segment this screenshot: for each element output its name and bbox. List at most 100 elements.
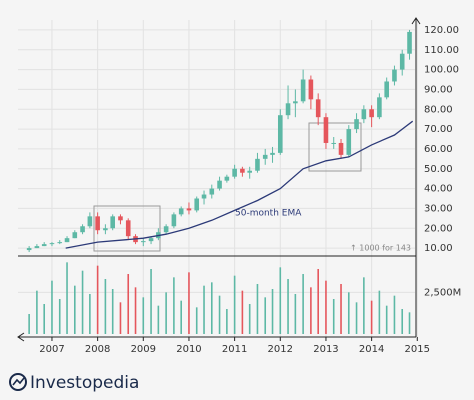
candle-body (392, 69, 397, 82)
y-tick-label: 10.00 (424, 243, 453, 254)
logo-icon (12, 377, 25, 386)
candle-body (293, 101, 298, 104)
volume-bar (36, 290, 38, 334)
candle-body (125, 220, 131, 237)
volume-bar (363, 277, 365, 334)
volume-bar (111, 289, 114, 334)
volume-bar (401, 309, 404, 334)
x-tick-label: 2015 (405, 344, 430, 355)
x-tick-label: 2009 (131, 344, 156, 355)
brand: Investopedia (30, 373, 139, 393)
candle-body (323, 117, 329, 143)
volume-bar (271, 289, 274, 334)
volume-bar (347, 292, 350, 334)
x-tick-label: 2010 (176, 344, 201, 355)
candle-body (384, 81, 389, 98)
highlight-box (93, 205, 161, 252)
candle-body (407, 31, 412, 54)
y-tick-label: 20.00 (424, 223, 453, 234)
volume-bar (226, 309, 228, 334)
volume-bar (66, 262, 68, 334)
volume-bar (28, 314, 30, 334)
candle-body (80, 226, 85, 233)
volume-bar (294, 294, 297, 334)
candle-body (95, 216, 100, 231)
y-tick-label: 50.00 (424, 164, 453, 175)
volume-bar (355, 302, 358, 334)
volume-bar (248, 304, 251, 334)
volume-bar (210, 282, 213, 334)
candle-body (186, 208, 192, 211)
candle-body (262, 154, 268, 159)
volume-bar (188, 272, 190, 334)
volume-bar (332, 299, 335, 334)
volume-bar (119, 302, 122, 334)
y-tick-label: 40.00 (424, 184, 453, 195)
candle-body (240, 168, 245, 173)
candle-body (171, 214, 177, 227)
volume-bar (142, 297, 145, 334)
volume-bar (81, 270, 84, 334)
candle-body (26, 248, 32, 251)
y-tick-label: 30.00 (424, 203, 453, 214)
x-tick-label: 2012 (268, 344, 293, 355)
y-tick-label: 120.00 (424, 25, 459, 36)
candle-body (247, 170, 252, 173)
volume-bar (393, 295, 396, 334)
volume-bar (385, 305, 388, 334)
candle-body (308, 79, 314, 100)
candle-body (315, 99, 321, 118)
volume-bar (180, 300, 182, 334)
candle-body (163, 226, 169, 233)
volume-bar (233, 275, 236, 334)
logo: Investopedia (9, 373, 139, 393)
volume-bar (43, 304, 46, 334)
volume-bar (325, 280, 327, 334)
candle-body (41, 244, 47, 247)
highlight-box (308, 122, 362, 172)
candle-body (103, 228, 108, 231)
volume-bar (58, 299, 61, 334)
volume-bar (104, 279, 107, 334)
candle-body (285, 103, 291, 116)
annotation: ↑ 1000 for 143 (350, 244, 411, 253)
candle-body (399, 53, 405, 70)
candle-body (110, 216, 115, 229)
volume-bar (279, 267, 282, 334)
y-tick-label: 90.00 (424, 84, 453, 95)
candle-body (338, 142, 344, 155)
volume-bar (173, 277, 175, 334)
candle-body (194, 198, 200, 211)
y-tick-label: 80.00 (424, 104, 453, 115)
volume-bar (203, 285, 205, 334)
candle-body (377, 97, 382, 118)
candle-body (201, 194, 207, 199)
candle-body (277, 115, 283, 153)
volume-bar (195, 307, 198, 334)
candle-body (369, 109, 374, 118)
y-tick-label: 70.00 (424, 124, 453, 135)
volume-bar (218, 295, 221, 334)
candle-body (57, 242, 63, 244)
y-tick-label: 110.00 (424, 45, 459, 56)
volume-bar (241, 290, 244, 334)
marks (26, 29, 414, 334)
candle-body (87, 216, 93, 227)
candle-body (148, 238, 154, 242)
candle-body (255, 158, 260, 171)
candle-body (354, 119, 359, 130)
candle-body (49, 243, 55, 245)
x-tick-label: 2008 (85, 344, 110, 355)
x-tick-label: 2014 (359, 344, 384, 355)
y-tick-label: 2,500M (424, 287, 461, 298)
logo-icon (9, 373, 27, 391)
candle-body (178, 208, 184, 215)
ema-line (65, 120, 414, 249)
volume-bar (165, 292, 167, 334)
candle-body (331, 142, 337, 144)
volume-bar (302, 274, 304, 334)
volume-bar (134, 287, 137, 334)
volume-bar (370, 300, 373, 334)
